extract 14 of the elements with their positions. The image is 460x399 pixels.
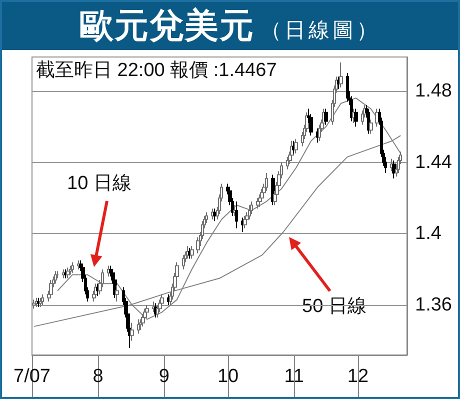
y-tick-label: 1.44 bbox=[415, 152, 452, 173]
y-tick-label: 1.4 bbox=[415, 223, 442, 244]
x-tick-label: 7/07 bbox=[14, 366, 50, 387]
annotation: 截至昨日 22:00 報價 :1.4467 bbox=[36, 60, 277, 81]
x-tick-label: 9 bbox=[158, 366, 170, 387]
chart-subtitle: （日線圖） bbox=[260, 19, 380, 42]
x-tick-label: 12 bbox=[347, 366, 369, 387]
x-tick-label: 10 bbox=[217, 366, 239, 387]
x-tick-label: 11 bbox=[284, 366, 304, 387]
annotation: 10 日線 bbox=[67, 173, 132, 194]
x-tick-label: 8 bbox=[92, 366, 104, 387]
y-tick-label: 1.36 bbox=[415, 294, 452, 316]
chart-title: 歐元兌美元 bbox=[80, 7, 254, 45]
y-tick-label: 1.48 bbox=[415, 80, 452, 102]
